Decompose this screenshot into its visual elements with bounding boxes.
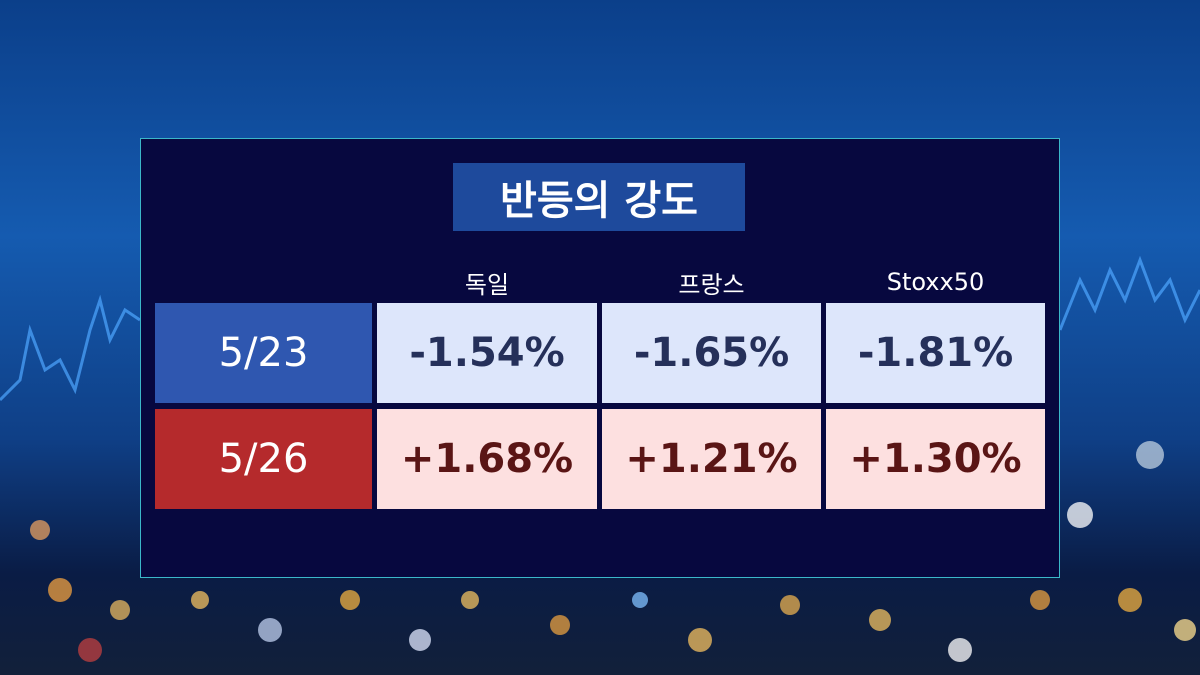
value-cell: +1.30% xyxy=(826,409,1045,509)
value-cell: +1.68% xyxy=(377,409,597,509)
value-cell: +1.21% xyxy=(602,409,821,509)
column-header: 독일 xyxy=(464,270,510,299)
column-header: 프랑스 xyxy=(678,270,745,299)
title: 반등의 강도 xyxy=(453,163,745,231)
row-label: 5/23 xyxy=(155,303,372,403)
value-cell: -1.65% xyxy=(602,303,821,403)
column-header: Stoxx50 xyxy=(886,268,985,296)
value-cell: -1.54% xyxy=(377,303,597,403)
value-cell: -1.81% xyxy=(826,303,1045,403)
row-label: 5/26 xyxy=(155,409,372,509)
